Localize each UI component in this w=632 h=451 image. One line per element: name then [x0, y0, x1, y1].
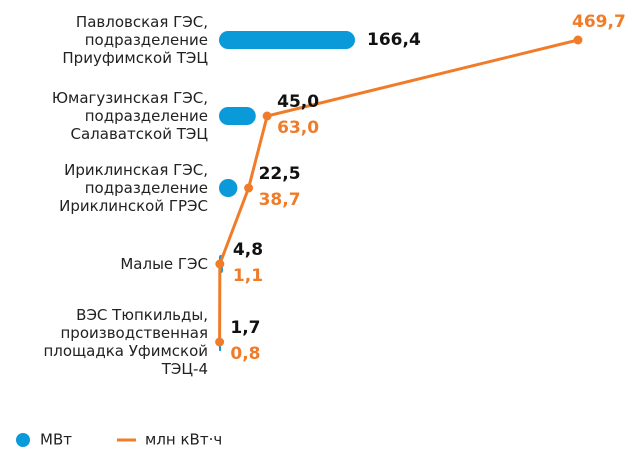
line-value-label: 1,1 [233, 266, 263, 286]
category-label: Ириклинская ГЭС, подразделение Ириклинской… [59, 161, 208, 215]
category-line: подразделение [85, 107, 208, 125]
line-value-label: 0,8 [230, 344, 260, 364]
category-line: производственная [60, 324, 208, 342]
line-point [215, 337, 225, 347]
bar [219, 31, 355, 49]
category-line: Малые ГЭС [120, 255, 208, 273]
bar-value-label: 45,0 [277, 92, 319, 112]
line-value-label: 469,7 [572, 12, 626, 32]
line-value-label: 38,7 [259, 190, 301, 210]
legend-marker [16, 433, 30, 447]
category-label: Юмагузинская ГЭС, подразделение Салаватско… [52, 89, 209, 143]
category-line: подразделение [85, 179, 208, 197]
line-point [215, 259, 225, 269]
bar [219, 179, 238, 197]
category-line: ВЭС Тюпкильды, [76, 306, 208, 324]
line-point [262, 111, 272, 121]
category-line: Ириклинской ГРЭС [59, 197, 208, 215]
category-line: Ириклинская ГЭС, [64, 161, 208, 179]
bar-value-label: 166,4 [367, 30, 421, 50]
bar [219, 107, 256, 125]
category-label: ВЭС Тюпкильды, производственная площадка У… [43, 306, 208, 378]
legend-label: млн кВт·ч [145, 431, 222, 449]
category-label: Малые ГЭС [120, 255, 208, 273]
line-point [244, 183, 254, 193]
category-line: площадка Уфимской [43, 342, 208, 360]
category-line: Павловская ГЭС, [76, 13, 208, 31]
category-line: ТЭЦ-4 [161, 360, 208, 378]
legend-label: МВт [40, 431, 72, 449]
category-line: Салаватской ТЭЦ [71, 125, 209, 143]
category-line: Юмагузинская ГЭС, [52, 89, 208, 107]
category-label: Павловская ГЭС, подразделение Приуфимской … [62, 13, 208, 67]
bar-value-label: 4,8 [233, 240, 263, 260]
line-point [573, 35, 583, 45]
bar-value-label: 22,5 [259, 164, 301, 184]
bar-value-label: 1,7 [230, 318, 260, 338]
line-value-label: 63,0 [277, 118, 319, 138]
category-line: Приуфимской ТЭЦ [62, 49, 208, 67]
category-line: подразделение [85, 31, 208, 49]
